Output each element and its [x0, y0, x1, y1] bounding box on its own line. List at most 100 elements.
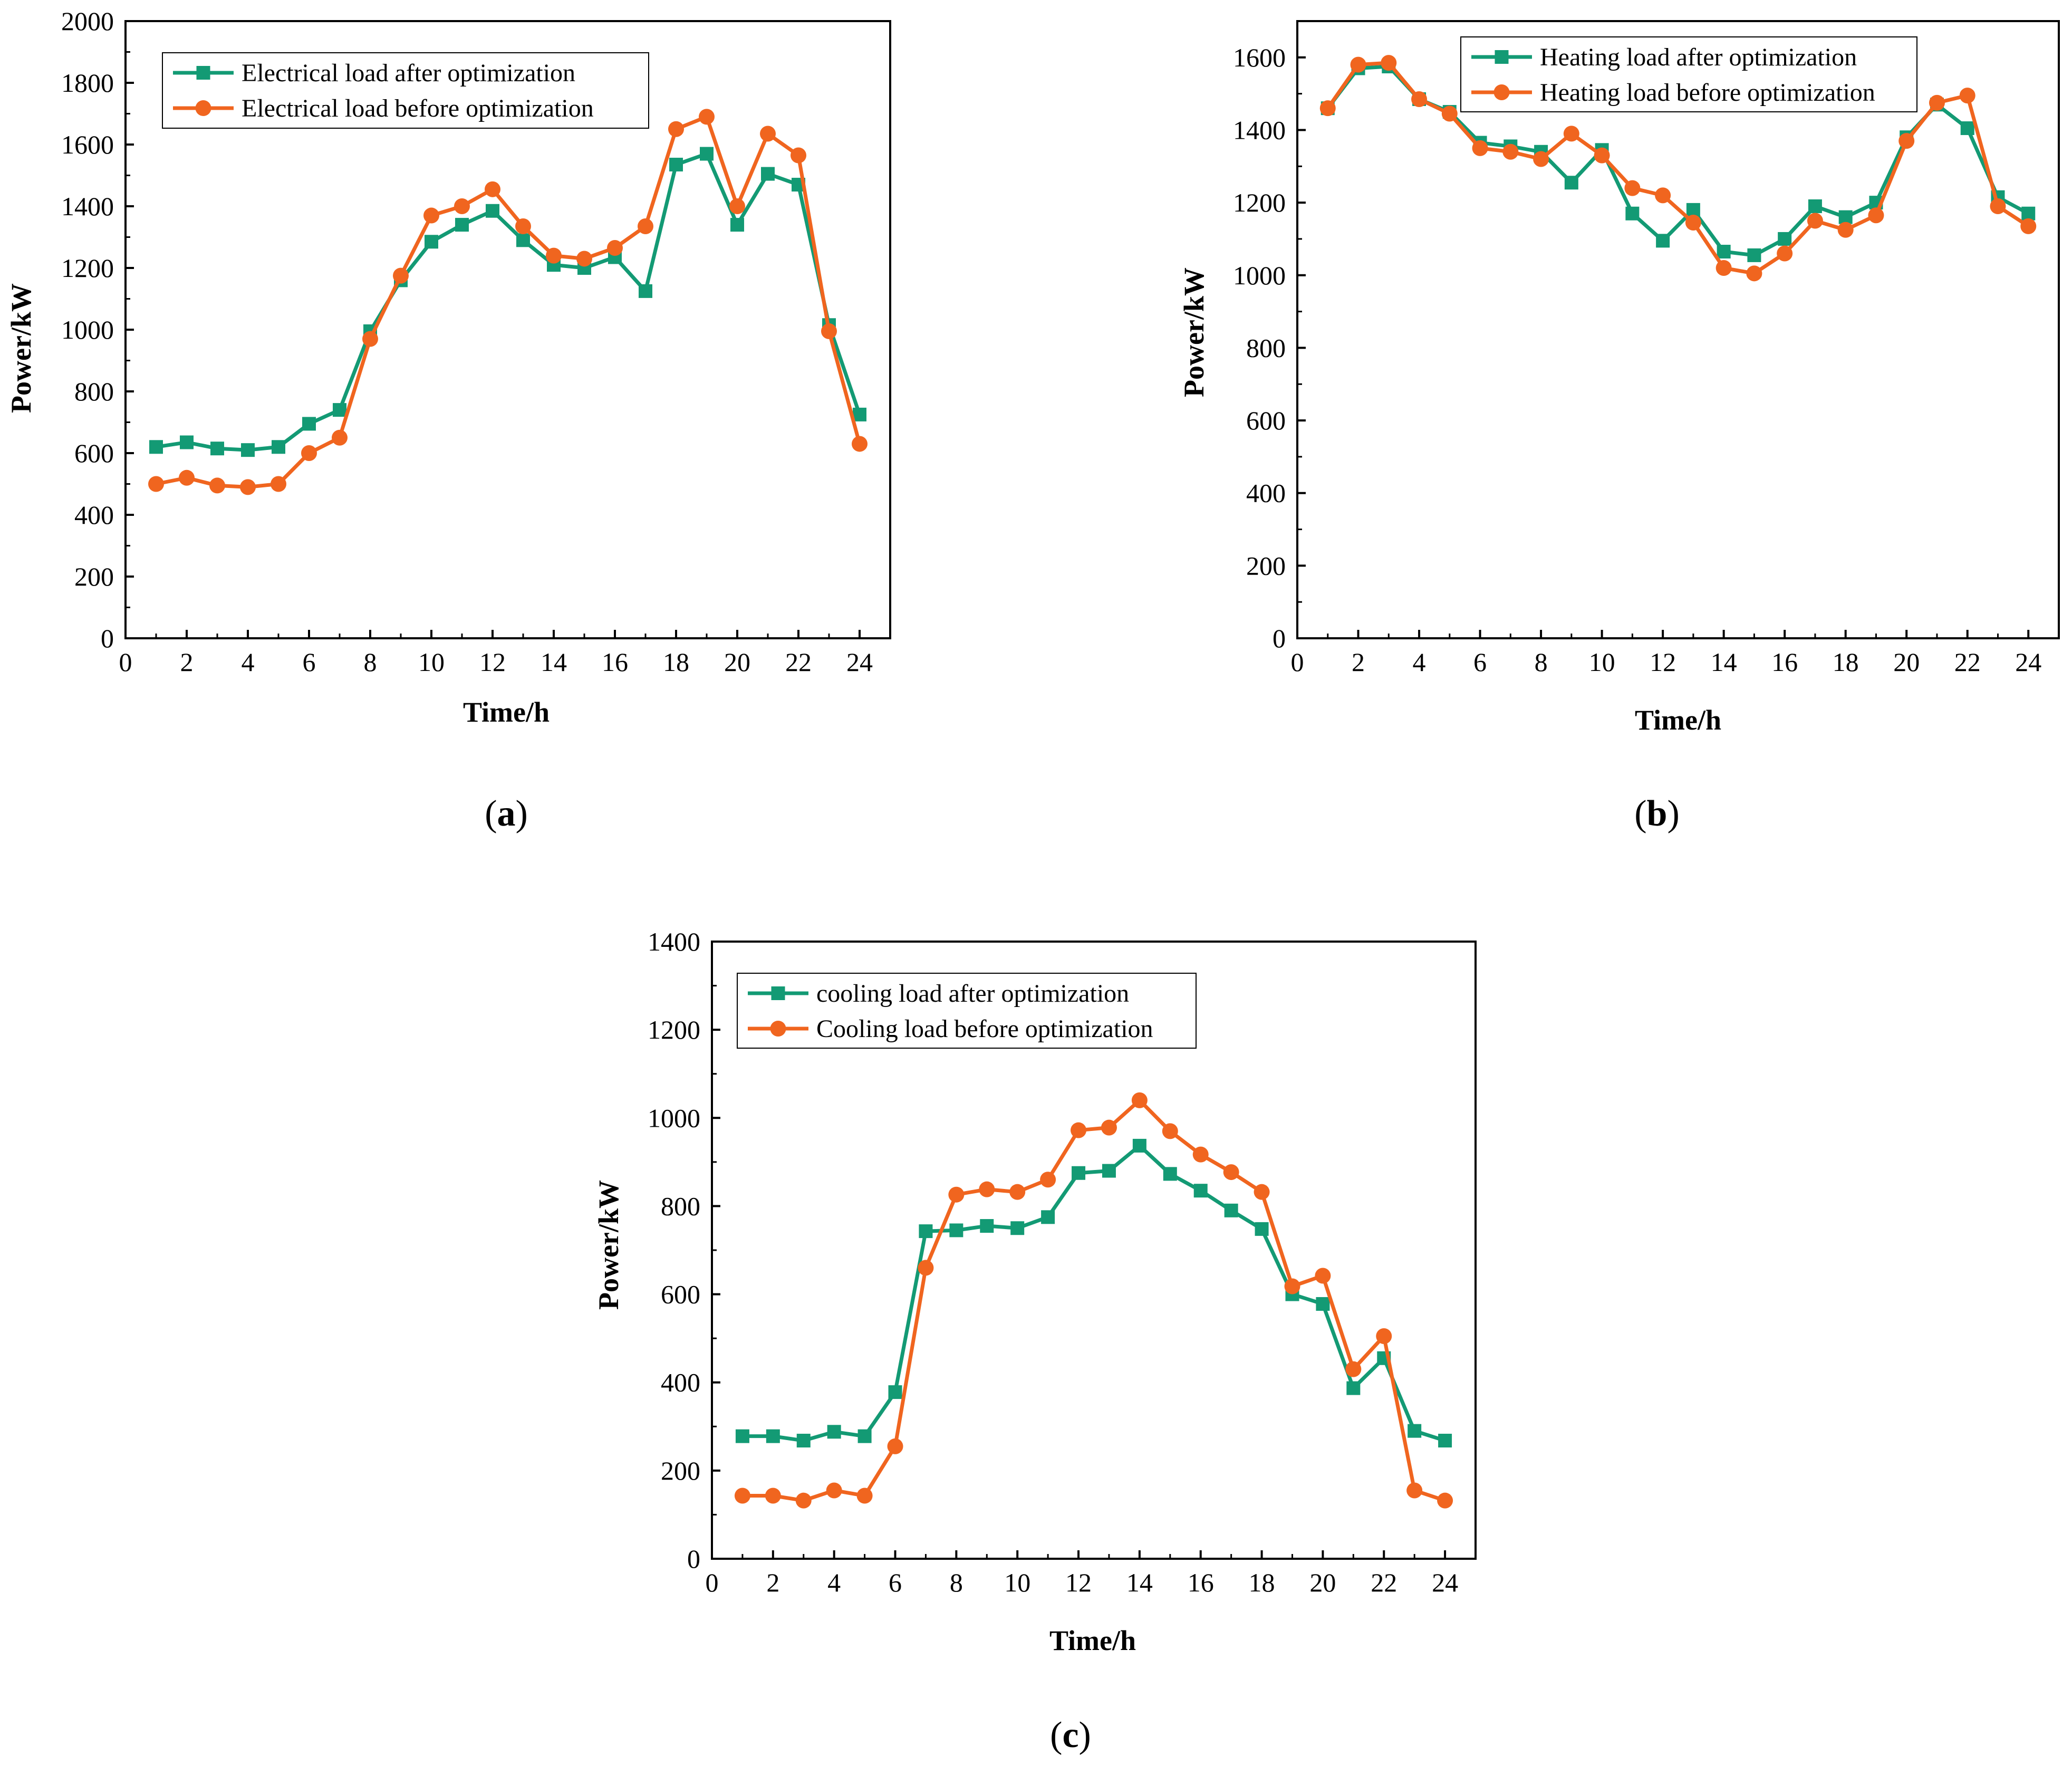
chart-a-point-before [179, 469, 195, 486]
chart-a-point-before [638, 218, 653, 235]
chart-c-point-before [887, 1438, 903, 1454]
chart-c-xtick-label: 6 [889, 1568, 902, 1597]
chart-a-legend-label: Electrical load before optimization [242, 94, 594, 122]
chart-b-point-before [1472, 140, 1488, 156]
chart-a-point-before [485, 181, 500, 197]
chart-c-point-before [856, 1488, 873, 1504]
chart-b-legend-label: Heating load after optimization [1540, 43, 1857, 71]
chart-c-point-before [1071, 1122, 1087, 1138]
chart-a-ytick-label: 1600 [61, 130, 114, 159]
chart-b-point-before [1898, 133, 1915, 149]
chart-c-xtick-label: 4 [827, 1568, 841, 1597]
chart-c-ytick-label: 1000 [648, 1103, 700, 1133]
chart-a-point-before [729, 198, 745, 214]
chart-a-point-before [240, 479, 256, 495]
chart-b-point-before [1837, 222, 1854, 238]
chart-c-point-after [1193, 1184, 1208, 1198]
chart-a-ytick-label: 1800 [61, 68, 114, 98]
chart-c-xtick-label: 2 [766, 1568, 779, 1597]
chart-b-point-before [1746, 265, 1762, 282]
chart-c-point-before [1131, 1092, 1148, 1108]
chart-a-point-before [209, 477, 225, 494]
chart-b-xtick-label: 2 [1352, 647, 1365, 677]
chart-b-point-before [1685, 214, 1701, 231]
chart-c-point-before [1437, 1492, 1453, 1509]
chart-b-ylabel: Power/kW [1178, 267, 1210, 397]
chart-a-xtick-label: 16 [602, 647, 628, 677]
chart-a-legend-marker [196, 66, 210, 80]
chart-b-xtick-label: 14 [1711, 647, 1737, 677]
chart-a-xtick-label: 22 [785, 647, 812, 677]
chart-a-xtick-label: 0 [119, 647, 132, 677]
chart-b-ytick-label: 600 [1246, 406, 1286, 435]
chart-c-legend-marker [771, 986, 785, 1000]
chart-a-xtick-label: 6 [303, 647, 316, 677]
chart-c-point-before [1162, 1123, 1178, 1139]
chart-b-point-before [1655, 187, 1671, 204]
chart-a-point-before [791, 147, 806, 164]
chart-c-point-before [979, 1181, 995, 1197]
chart-b-ytick-label: 1200 [1233, 188, 1286, 217]
chart-c-point-after [766, 1429, 780, 1443]
chart-b-xtick-label: 4 [1413, 647, 1426, 677]
chart-c-ytick-label: 800 [661, 1191, 700, 1221]
chart-a-ylabel: Power/kW [5, 283, 37, 413]
chart-b-point-before [1594, 147, 1610, 164]
chart-b-point-before [1990, 198, 2006, 214]
chart-a-point-before [393, 267, 409, 284]
chart-c-ytick-label: 1400 [648, 927, 700, 956]
chart-c-point-after [1010, 1221, 1025, 1235]
chart-a-ytick-label: 200 [74, 562, 114, 591]
chart-b-xtick-label: 0 [1291, 647, 1304, 677]
chart-a: Time/h Power/kW (a) 0 2 4 6 8 10 12 14 16 18 20 22 2… [5, 6, 891, 834]
chart-b-ytick-label: 400 [1246, 478, 1286, 508]
chart-b-point-after [1656, 234, 1670, 248]
chart-c-point-before [1223, 1164, 1239, 1181]
chart-c-point-before [826, 1482, 842, 1499]
chart-c-xtick-label: 12 [1065, 1568, 1092, 1597]
chart-a-point-before [332, 429, 348, 446]
chart-b-legend-marker [1493, 84, 1510, 100]
chart-c-xtick-label: 0 [706, 1568, 719, 1597]
chart-c-point-before [765, 1488, 781, 1504]
chart-b-point-after [1808, 199, 1822, 213]
chart-b-point-after [1838, 210, 1853, 224]
chart-a-point-after [333, 403, 346, 417]
chart-a-point-before [699, 109, 715, 125]
chart-c-point-after [857, 1429, 872, 1443]
chart-c-point-before [734, 1488, 750, 1504]
chart-a-caption: (a) [485, 793, 528, 834]
chart-c-caption-letter: c [1062, 1715, 1078, 1756]
chart-a-ytick-label: 1400 [61, 191, 114, 221]
chart-b: Time/h Power/kW (b) 0 2 4 6 8 10 12 14 16 18 20 22 2… [1178, 20, 2060, 834]
chart-a-xtick-label: 10 [418, 647, 445, 677]
chart-a-point-before [454, 198, 470, 214]
chart-b-point-after [1747, 248, 1761, 262]
chart-a-xtick-label: 14 [541, 647, 567, 677]
chart-c-point-after [1163, 1167, 1177, 1181]
chart-b-ytick-label: 1600 [1233, 43, 1286, 72]
chart-c-xtick-label: 18 [1249, 1568, 1275, 1597]
chart-a-point-after [272, 440, 285, 454]
chart-c-point-before [1040, 1172, 1056, 1188]
chart-a-point-after [455, 218, 469, 232]
chart-b-point-after [1686, 203, 1700, 217]
chart-b-xtick-label: 22 [1954, 647, 1981, 677]
chart-a-point-before [148, 476, 164, 492]
chart-b-point-before [1716, 260, 1732, 276]
chart-a-legend [162, 52, 649, 129]
chart-c-point-after [1041, 1210, 1055, 1224]
chart-b-point-before [1411, 91, 1428, 107]
chart-c-caption: (c) [1050, 1715, 1091, 1756]
chart-b-point-before [2020, 218, 2037, 234]
chart-a-ytick-label: 0 [101, 623, 114, 653]
chart-a-point-before [423, 207, 439, 224]
chart-b-point-before [1929, 94, 1945, 111]
chart-b-point-after [1960, 121, 1974, 136]
chart-a-xlabel: Time/h [463, 696, 550, 728]
chart-c-xtick-label: 22 [1371, 1568, 1397, 1597]
chart-a-xtick-label: 4 [242, 647, 255, 677]
chart-a-ytick-label: 400 [74, 500, 114, 530]
chart-c-point-after [919, 1224, 933, 1239]
